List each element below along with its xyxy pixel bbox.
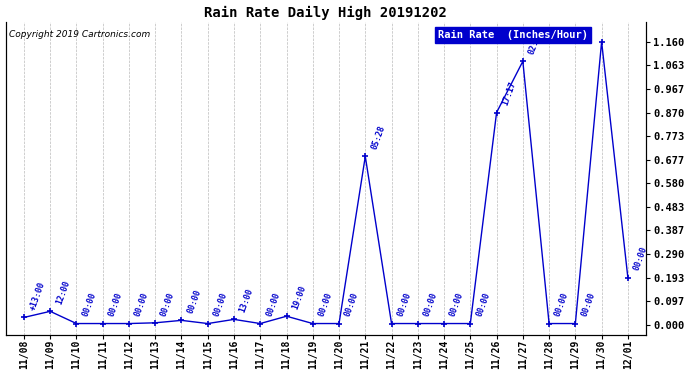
Text: Rain Rate  (Inches/Hour): Rain Rate (Inches/Hour) bbox=[438, 30, 588, 40]
Text: 00:00: 00:00 bbox=[133, 291, 150, 318]
Text: 00:00: 00:00 bbox=[81, 291, 97, 318]
Text: 00:00: 00:00 bbox=[553, 291, 570, 318]
Text: 00:00: 00:00 bbox=[422, 291, 439, 318]
Text: 12:00: 12:00 bbox=[55, 279, 71, 306]
Text: Copyright 2019 Cartronics.com: Copyright 2019 Cartronics.com bbox=[9, 30, 150, 39]
Text: 00:00: 00:00 bbox=[107, 291, 124, 318]
Text: 00:00: 00:00 bbox=[580, 291, 597, 318]
Text: 00:00: 00:00 bbox=[343, 291, 360, 318]
Text: 05:28: 05:28 bbox=[369, 124, 386, 151]
Text: 00:00: 00:00 bbox=[475, 291, 491, 318]
Text: 00:00: 00:00 bbox=[317, 291, 334, 318]
Text: 19:00: 19:00 bbox=[290, 284, 308, 310]
Text: 13:00: 13:00 bbox=[238, 287, 255, 314]
Text: 00:00: 00:00 bbox=[395, 291, 413, 318]
Text: 00:00: 00:00 bbox=[159, 291, 177, 317]
Text: 17:17: 17:17 bbox=[501, 80, 518, 107]
Title: Rain Rate Daily High 20191202: Rain Rate Daily High 20191202 bbox=[204, 6, 447, 20]
Text: 00:00: 00:00 bbox=[448, 291, 465, 318]
Text: 00:00: 00:00 bbox=[212, 291, 229, 318]
Text: 00:00: 00:00 bbox=[186, 288, 203, 315]
Text: +13:00: +13:00 bbox=[28, 280, 47, 312]
Text: 00:00: 00:00 bbox=[264, 291, 282, 318]
Text: 02:06: 02:06 bbox=[527, 29, 544, 56]
Text: 00:00: 00:00 bbox=[632, 246, 649, 272]
